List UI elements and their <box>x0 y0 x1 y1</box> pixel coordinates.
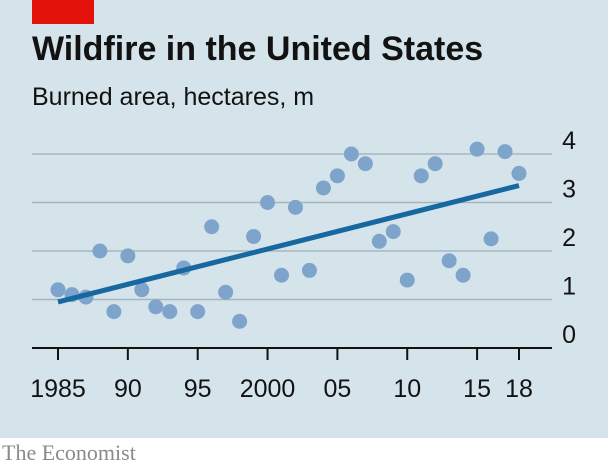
data-point <box>232 313 248 329</box>
data-point <box>120 248 136 264</box>
gridlines <box>32 153 552 301</box>
data-point <box>134 282 150 298</box>
y-tick-label: 4 <box>562 127 576 155</box>
scatter-chart: 0 1 2 3 4 1985 90 95 2000 05 10 15 18 <box>30 127 576 403</box>
data-point <box>260 195 276 210</box>
data-point <box>455 267 471 283</box>
x-tick-label: 1985 <box>30 375 86 403</box>
data-point <box>246 228 262 244</box>
x-tick-label: 10 <box>393 375 421 403</box>
data-point <box>469 141 485 157</box>
x-tick-label: 90 <box>114 375 142 403</box>
data-point <box>399 272 415 288</box>
data-point <box>371 233 387 249</box>
data-points <box>50 141 527 329</box>
chart-title: Wildfire in the United States <box>32 30 484 68</box>
x-tick-label: 95 <box>184 375 212 403</box>
data-point <box>50 282 66 298</box>
data-point <box>329 168 345 184</box>
chart-subtitle: Burned area, hectares, m <box>32 83 315 111</box>
data-point <box>218 284 234 300</box>
data-point <box>301 262 317 278</box>
data-point <box>190 304 206 320</box>
data-point <box>287 199 303 215</box>
data-point <box>497 144 513 160</box>
data-point <box>204 219 220 235</box>
y-tick-label: 0 <box>562 321 576 349</box>
x-tick-label: 05 <box>323 375 351 403</box>
data-point <box>343 146 359 162</box>
x-tick-label: 15 <box>463 375 491 403</box>
x-tick-label: 2000 <box>240 375 296 403</box>
source-credit: The Economist <box>2 440 136 465</box>
data-point <box>357 156 373 172</box>
y-tick-labels: 0 1 2 3 4 <box>562 127 576 349</box>
data-point <box>441 253 457 269</box>
y-tick-label: 3 <box>562 176 576 204</box>
x-axis: 1985 90 95 2000 05 10 15 18 <box>30 347 552 403</box>
trend-line <box>57 183 520 305</box>
trend-line-group <box>57 183 520 305</box>
data-point <box>385 224 401 240</box>
data-point <box>106 304 122 320</box>
data-point <box>92 243 108 259</box>
chart-panel <box>0 0 608 438</box>
data-point <box>511 165 527 181</box>
data-point <box>413 168 429 184</box>
data-point <box>148 299 164 315</box>
data-point <box>483 231 499 247</box>
data-point <box>427 156 443 172</box>
data-point <box>162 304 178 320</box>
x-tick-label: 18 <box>505 375 533 403</box>
y-tick-label: 2 <box>562 224 576 252</box>
data-point <box>274 267 290 283</box>
y-tick-label: 1 <box>562 273 576 301</box>
data-point <box>315 180 331 196</box>
brand-red-tag <box>32 0 94 24</box>
